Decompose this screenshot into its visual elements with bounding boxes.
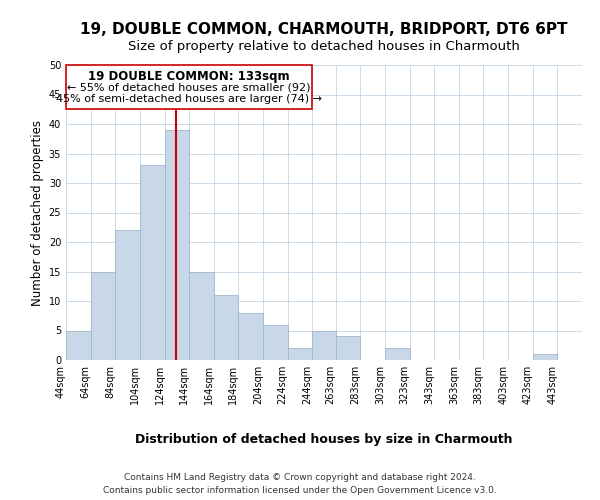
Text: 19, DOUBLE COMMON, CHARMOUTH, BRIDPORT, DT6 6PT: 19, DOUBLE COMMON, CHARMOUTH, BRIDPORT, … <box>80 22 568 38</box>
Text: Size of property relative to detached houses in Charmouth: Size of property relative to detached ho… <box>128 40 520 53</box>
Bar <box>263 324 287 360</box>
Bar <box>287 348 313 360</box>
Bar <box>115 230 140 360</box>
Text: Contains HM Land Registry data © Crown copyright and database right 2024.: Contains HM Land Registry data © Crown c… <box>124 472 476 482</box>
Bar <box>66 330 91 360</box>
Bar <box>91 272 115 360</box>
Text: Distribution of detached houses by size in Charmouth: Distribution of detached houses by size … <box>135 432 513 446</box>
Text: 45% of semi-detached houses are larger (74) →: 45% of semi-detached houses are larger (… <box>56 94 322 104</box>
Bar <box>385 348 410 360</box>
Text: ← 55% of detached houses are smaller (92): ← 55% of detached houses are smaller (92… <box>67 82 311 92</box>
Bar <box>189 272 214 360</box>
Bar <box>533 354 557 360</box>
Bar <box>140 166 164 360</box>
Bar <box>164 130 189 360</box>
Text: 19 DOUBLE COMMON: 133sqm: 19 DOUBLE COMMON: 133sqm <box>88 70 290 82</box>
Text: Contains public sector information licensed under the Open Government Licence v3: Contains public sector information licen… <box>103 486 497 495</box>
Bar <box>313 330 335 360</box>
Bar <box>238 313 263 360</box>
Bar <box>335 336 361 360</box>
Bar <box>214 295 238 360</box>
Y-axis label: Number of detached properties: Number of detached properties <box>31 120 44 306</box>
FancyBboxPatch shape <box>66 65 313 110</box>
